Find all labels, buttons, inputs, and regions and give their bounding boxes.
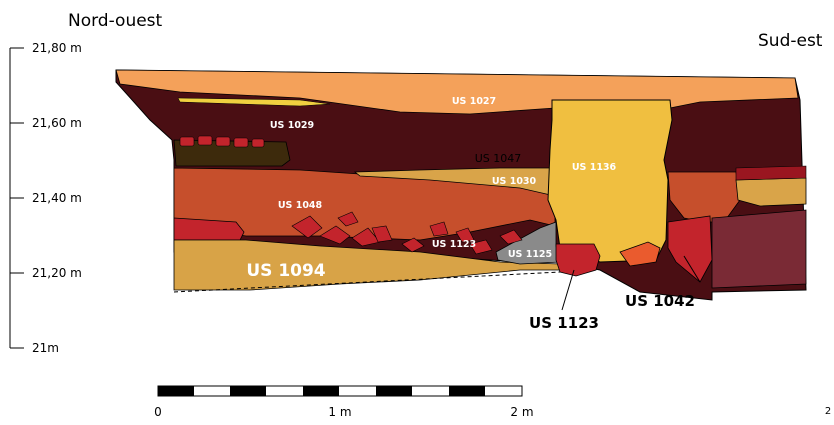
callout-line-us1042: [683, 255, 701, 283]
stone: [197, 135, 213, 146]
orientation-right-label: Sud-est: [758, 31, 823, 51]
scale-bar-label: 1 m: [328, 405, 351, 419]
elevation-label: 21,20 m: [32, 266, 82, 280]
label-us1136: US 1136: [572, 162, 617, 173]
stone: [455, 227, 475, 243]
elevation-label: 21m: [32, 341, 59, 355]
stone-cluster-us1123: [291, 211, 523, 255]
scale-bar-segment: [158, 386, 194, 396]
layer-right-tan: [735, 177, 807, 207]
label-us1027: US 1027: [452, 96, 496, 107]
callout-line-us1123: [561, 269, 575, 311]
stone: [337, 211, 359, 227]
label-us1048: US 1048: [278, 200, 323, 211]
stone: [215, 136, 231, 147]
elevation-label: 21,80 m: [32, 41, 82, 55]
scale-bar-segment: [303, 386, 339, 396]
stone: [469, 239, 493, 255]
stone: [319, 225, 351, 245]
stone: [251, 138, 265, 148]
scale-bar: 0 1 m 2 m: [154, 385, 534, 419]
elevation-scale: 21,80 m 21,60 m 21,40 m 21,20 m 21m: [9, 41, 82, 355]
scale-bar-label: 0: [154, 405, 162, 419]
callout-us1042: US 1042: [625, 292, 695, 310]
stone: [371, 225, 393, 243]
stone-cluster-top-left: [179, 135, 265, 148]
page-mark: 2: [825, 406, 831, 417]
stone: [291, 215, 323, 239]
orientation-left-label: Nord-ouest: [68, 11, 163, 31]
label-us1123-inner: US 1123: [432, 239, 476, 250]
layer-us1094: [173, 239, 561, 291]
stone: [401, 237, 425, 253]
layer-us1094-edge: [173, 271, 561, 293]
stone: [499, 229, 523, 245]
elevation-label: 21,60 m: [32, 116, 82, 130]
layer-right-mottled: [711, 209, 807, 289]
label-us1029: US 1029: [270, 120, 314, 131]
stone: [179, 136, 195, 147]
layer-us1123-block: [555, 243, 601, 277]
layer-orange-lens: [619, 241, 661, 267]
elevation-label: 21,40 m: [32, 191, 82, 205]
layer-us1136: [547, 99, 673, 263]
scale-bar-label: 2 m: [510, 405, 533, 419]
stone: [233, 137, 249, 148]
scale-bar-segment: [449, 386, 485, 396]
scale-bar-segment: [230, 386, 266, 396]
label-us1030: US 1030: [492, 176, 537, 187]
scale-bar-segment: [376, 386, 412, 396]
label-us1094: US 1094: [246, 261, 325, 281]
layer-right-red-band: [735, 165, 807, 181]
callout-us1123: US 1123: [529, 314, 599, 332]
stone: [429, 221, 449, 237]
layer-us1029-lens: [177, 97, 331, 107]
label-us1125: US 1125: [508, 249, 552, 260]
layer-us1048-base: [173, 217, 245, 241]
label-us1047: US 1047: [475, 152, 522, 165]
